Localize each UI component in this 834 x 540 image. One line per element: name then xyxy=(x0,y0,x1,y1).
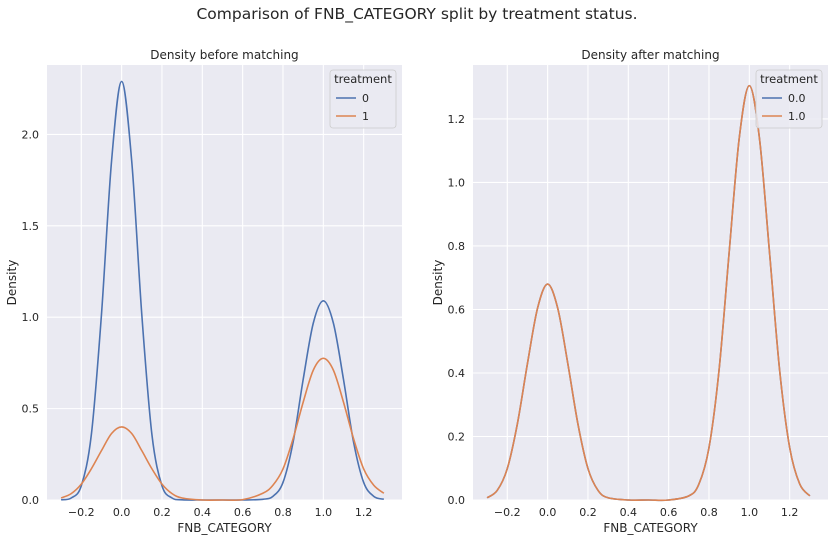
y-tick-label: 0.0 xyxy=(448,494,466,507)
x-tick-label: 0.8 xyxy=(274,506,292,519)
x-tick-label: 0.0 xyxy=(113,506,131,519)
legend-box xyxy=(755,69,823,129)
y-tick-label: 1.5 xyxy=(22,220,40,233)
y-axis-label: Density xyxy=(431,260,445,306)
y-tick-label: 1.2 xyxy=(448,113,466,126)
x-tick-label: 0.2 xyxy=(153,506,171,519)
x-tick-label: 0.0 xyxy=(539,506,557,519)
y-tick-label: 1.0 xyxy=(448,176,466,189)
x-tick-label: 0.2 xyxy=(579,506,597,519)
x-tick-label: 0.6 xyxy=(234,506,252,519)
y-tick-label: 0.4 xyxy=(448,367,466,380)
legend-label: 1.0 xyxy=(788,110,806,123)
x-tick-label: 1.0 xyxy=(315,506,333,519)
y-tick-label: 0.8 xyxy=(448,240,466,253)
axes-title: Density after matching xyxy=(581,48,719,62)
y-tick-label: 0.0 xyxy=(22,494,40,507)
figure-title: Comparison of FNB_CATEGORY split by trea… xyxy=(196,5,638,23)
y-axis-label: Density xyxy=(5,260,19,306)
x-axis-label: FNB_CATEGORY xyxy=(177,521,272,535)
y-tick-label: 0.6 xyxy=(448,303,466,316)
y-tick-label: 0.5 xyxy=(22,403,40,416)
legend-title: treatment xyxy=(334,72,392,86)
x-tick-label: 1.0 xyxy=(741,506,759,519)
x-tick-label: 0.8 xyxy=(700,506,718,519)
series-line-1.0 xyxy=(486,84,811,502)
x-tick-label: 1.2 xyxy=(781,506,799,519)
legend-label: 1 xyxy=(362,110,369,123)
x-tick-label: 0.4 xyxy=(620,506,638,519)
y-tick-label: 1.0 xyxy=(22,311,40,324)
plot-area xyxy=(47,65,402,500)
legend-title: treatment xyxy=(760,72,818,86)
y-tick-label: 0.2 xyxy=(448,430,466,443)
x-tick-label: 0.6 xyxy=(660,506,678,519)
x-axis-label: FNB_CATEGORY xyxy=(603,521,698,535)
axes-title: Density before matching xyxy=(150,48,298,62)
legend-label: 0.0 xyxy=(788,92,806,105)
series-line-1 xyxy=(60,357,385,502)
y-tick-label: 2.0 xyxy=(22,128,40,141)
plot-area xyxy=(473,65,828,500)
legend-label: 0 xyxy=(362,92,369,105)
x-tick-label: −0.2 xyxy=(494,506,521,519)
legend-box xyxy=(329,69,397,129)
x-tick-label: 1.2 xyxy=(355,506,373,519)
x-tick-label: 0.4 xyxy=(194,506,212,519)
x-tick-label: −0.2 xyxy=(68,506,95,519)
